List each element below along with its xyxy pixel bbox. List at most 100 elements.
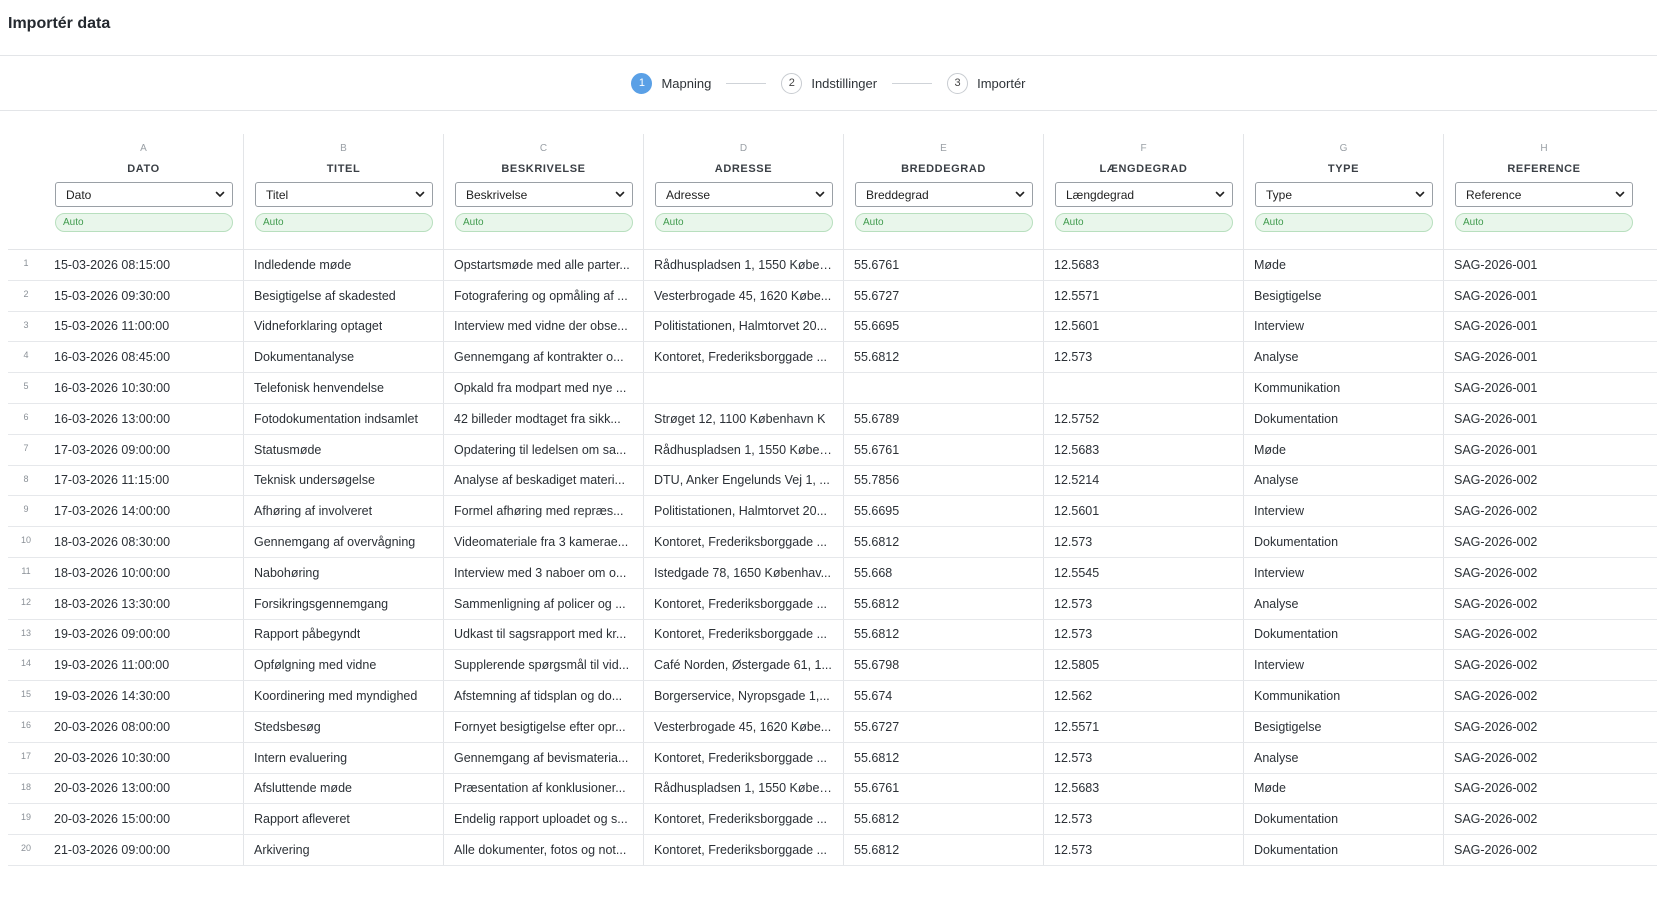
cell-value: 55.6812 [854,596,900,611]
cell-value: SAG-2026-002 [1454,781,1538,796]
table-row: 5 16-03-2026 10:30:00 Telefonisk henvendel… [8,373,1657,404]
table-cell: Statusmøde [244,434,444,465]
table-cell: 12.5601 [1044,496,1244,527]
table-row: 16 20-03-2026 08:00:00 Stedsbesøg Fornyet b… [8,711,1657,743]
cell-value: Gennemgang af kontrakter o... [454,350,624,365]
select-value: Længdegrad [1066,187,1135,202]
table-cell: 20-03-2026 15:00:00 [44,804,244,835]
cell-value: Rapport påbegyndt [254,627,361,642]
table-cell: Dokumentation [1244,619,1444,650]
table-cell: Strøget 12, 1100 København K [644,403,844,434]
select-value: Reference [1466,187,1522,202]
column-letter: B [340,143,347,154]
column-mapping-select[interactable]: Længdegrad [1055,182,1233,207]
cell-value: 55.6812 [854,627,900,642]
table-cell: 17-03-2026 09:00:00 [44,434,244,465]
table-cell: 12.5214 [1044,465,1244,496]
column-mapping-select[interactable]: Reference [1455,182,1633,207]
table-cell: Kommunikation [1244,373,1444,403]
cell-value: Koordinering med myndighed [254,689,418,704]
table-cell: Politistationen, Halmtorvet 20... [644,496,844,527]
column-letter: A [140,143,147,154]
column-mapping-select[interactable]: Beskrivelse [455,182,633,207]
cell-value: 12.573 [1054,627,1093,642]
cell-value: 55.6761 [854,442,900,457]
step-connector [726,82,767,84]
table-cell: DTU, Anker Engelunds Vej 1, ... [644,465,844,496]
cell-value: Intern evaluering [254,750,348,765]
cell-value: 17-03-2026 14:00:00 [54,504,171,519]
cell-value: Vesterbrogade 45, 1620 Købe... [654,719,832,734]
table-cell: Supplerende spørgsmål til vid... [444,650,644,681]
chevron-down-icon [815,191,825,197]
cell-value: SAG-2026-002 [1454,565,1538,580]
cell-value: 12.573 [1054,812,1093,827]
column-mapping-select[interactable]: Dato [55,182,233,207]
table-cell: Vesterbrogade 45, 1620 Købe... [644,711,844,742]
column-letter: C [539,143,548,154]
cell-value: Rapport afleveret [254,812,350,827]
column-name: BREDDEGRAD [901,163,986,175]
column-mapping-select[interactable]: Breddegrad [855,182,1033,207]
cell-value: 12.573 [1054,843,1093,858]
table-cell: 55.6727 [844,280,1044,311]
table-cell: 20-03-2026 13:00:00 [44,773,244,804]
table-cell: 55.6761 [844,250,1044,280]
cell-value: Istedgade 78, 1650 Københav... [654,565,831,580]
cell-value: SAG-2026-002 [1454,504,1538,519]
table-row: 1 15-03-2026 08:15:00 Indledende møde Opsta… [8,250,1657,281]
cell-value: Møde [1254,442,1286,457]
column-header: A DATO Dato Auto [44,134,244,249]
cell-value: 12.5545 [1054,565,1100,580]
cell-value: 12.5683 [1054,442,1100,457]
cell-value: Politistationen, Halmtorvet 20... [654,319,827,334]
table-row: 12 18-03-2026 13:30:00 Forsikringsgennemga… [8,588,1657,620]
auto-badge: Auto [255,213,433,232]
table-cell: Kontoret, Frederiksborggade ... [644,527,844,557]
column-mapping-select[interactable]: Titel [255,182,433,207]
table-cell: Dokumentanalyse [244,342,444,373]
table-cell: 12.5571 [1044,280,1244,311]
cell-value: 18-03-2026 08:30:00 [54,535,171,550]
table-cell: Forsikringsgennemgang [244,588,444,619]
table-cell: Interview [1244,311,1444,342]
table-cell: Analyse [1244,465,1444,496]
cell-value: Videomateriale fra 3 kamerae... [454,535,629,550]
cell-value: 12.5571 [1054,288,1100,303]
cell-value: 55.6695 [854,319,900,334]
cell-value: SAG-2026-002 [1454,596,1538,611]
select-value: Titel [266,187,289,202]
cell-value: Opfølgning med vidne [254,658,377,673]
table-cell: Nabohøring [244,557,444,588]
step-mapping[interactable]: 1 Mapning [631,72,711,94]
cell-value: Dokumentation [1254,627,1339,642]
cell-value: Kommunikation [1254,689,1341,704]
cell-value: 55.6812 [854,843,900,858]
cell-value: SAG-2026-002 [1454,658,1538,673]
row-number: 18 [20,781,31,792]
column-mapping-select[interactable]: Adresse [655,182,833,207]
table-cell: Videomateriale fra 3 kamerae... [444,527,644,557]
column-mapping-select[interactable]: Type [1255,182,1433,207]
table-cell: Kontoret, Frederiksborggade ... [644,804,844,835]
table-cell: SAG-2026-001 [1444,250,1644,280]
table-cell: Dokumentation [1244,403,1444,434]
table-cell: Interview [1244,557,1444,588]
table-cell: 16-03-2026 10:30:00 [44,373,244,403]
table-cell: 12.5545 [1044,557,1244,588]
table-cell: SAG-2026-001 [1444,404,1644,434]
cell-value: Afstemning af tidsplan og do... [454,689,623,704]
cell-value: Udkast til sagsrapport med kr... [454,627,627,642]
cell-value: Borgerservice, Nyropsgade 1,... [654,689,830,704]
cell-value: Møde [1254,257,1286,272]
cell-value: 17-03-2026 11:15:00 [54,473,170,488]
table-cell: SAG-2026-002 [1444,620,1644,650]
step-import[interactable]: 3 Importér [947,72,1026,94]
cell-value: SAG-2026-002 [1454,627,1538,642]
table-cell: 15-03-2026 09:30:00 [44,280,244,311]
table-cell: Fotografering og opmåling af ... [444,280,644,311]
table-cell: Opfølgning med vidne [244,650,444,681]
cell-value: SAG-2026-001 [1454,442,1538,457]
table-cell: Café Norden, Østergade 61, 1... [644,650,844,681]
step-settings[interactable]: 2 Indstillinger [781,72,877,94]
